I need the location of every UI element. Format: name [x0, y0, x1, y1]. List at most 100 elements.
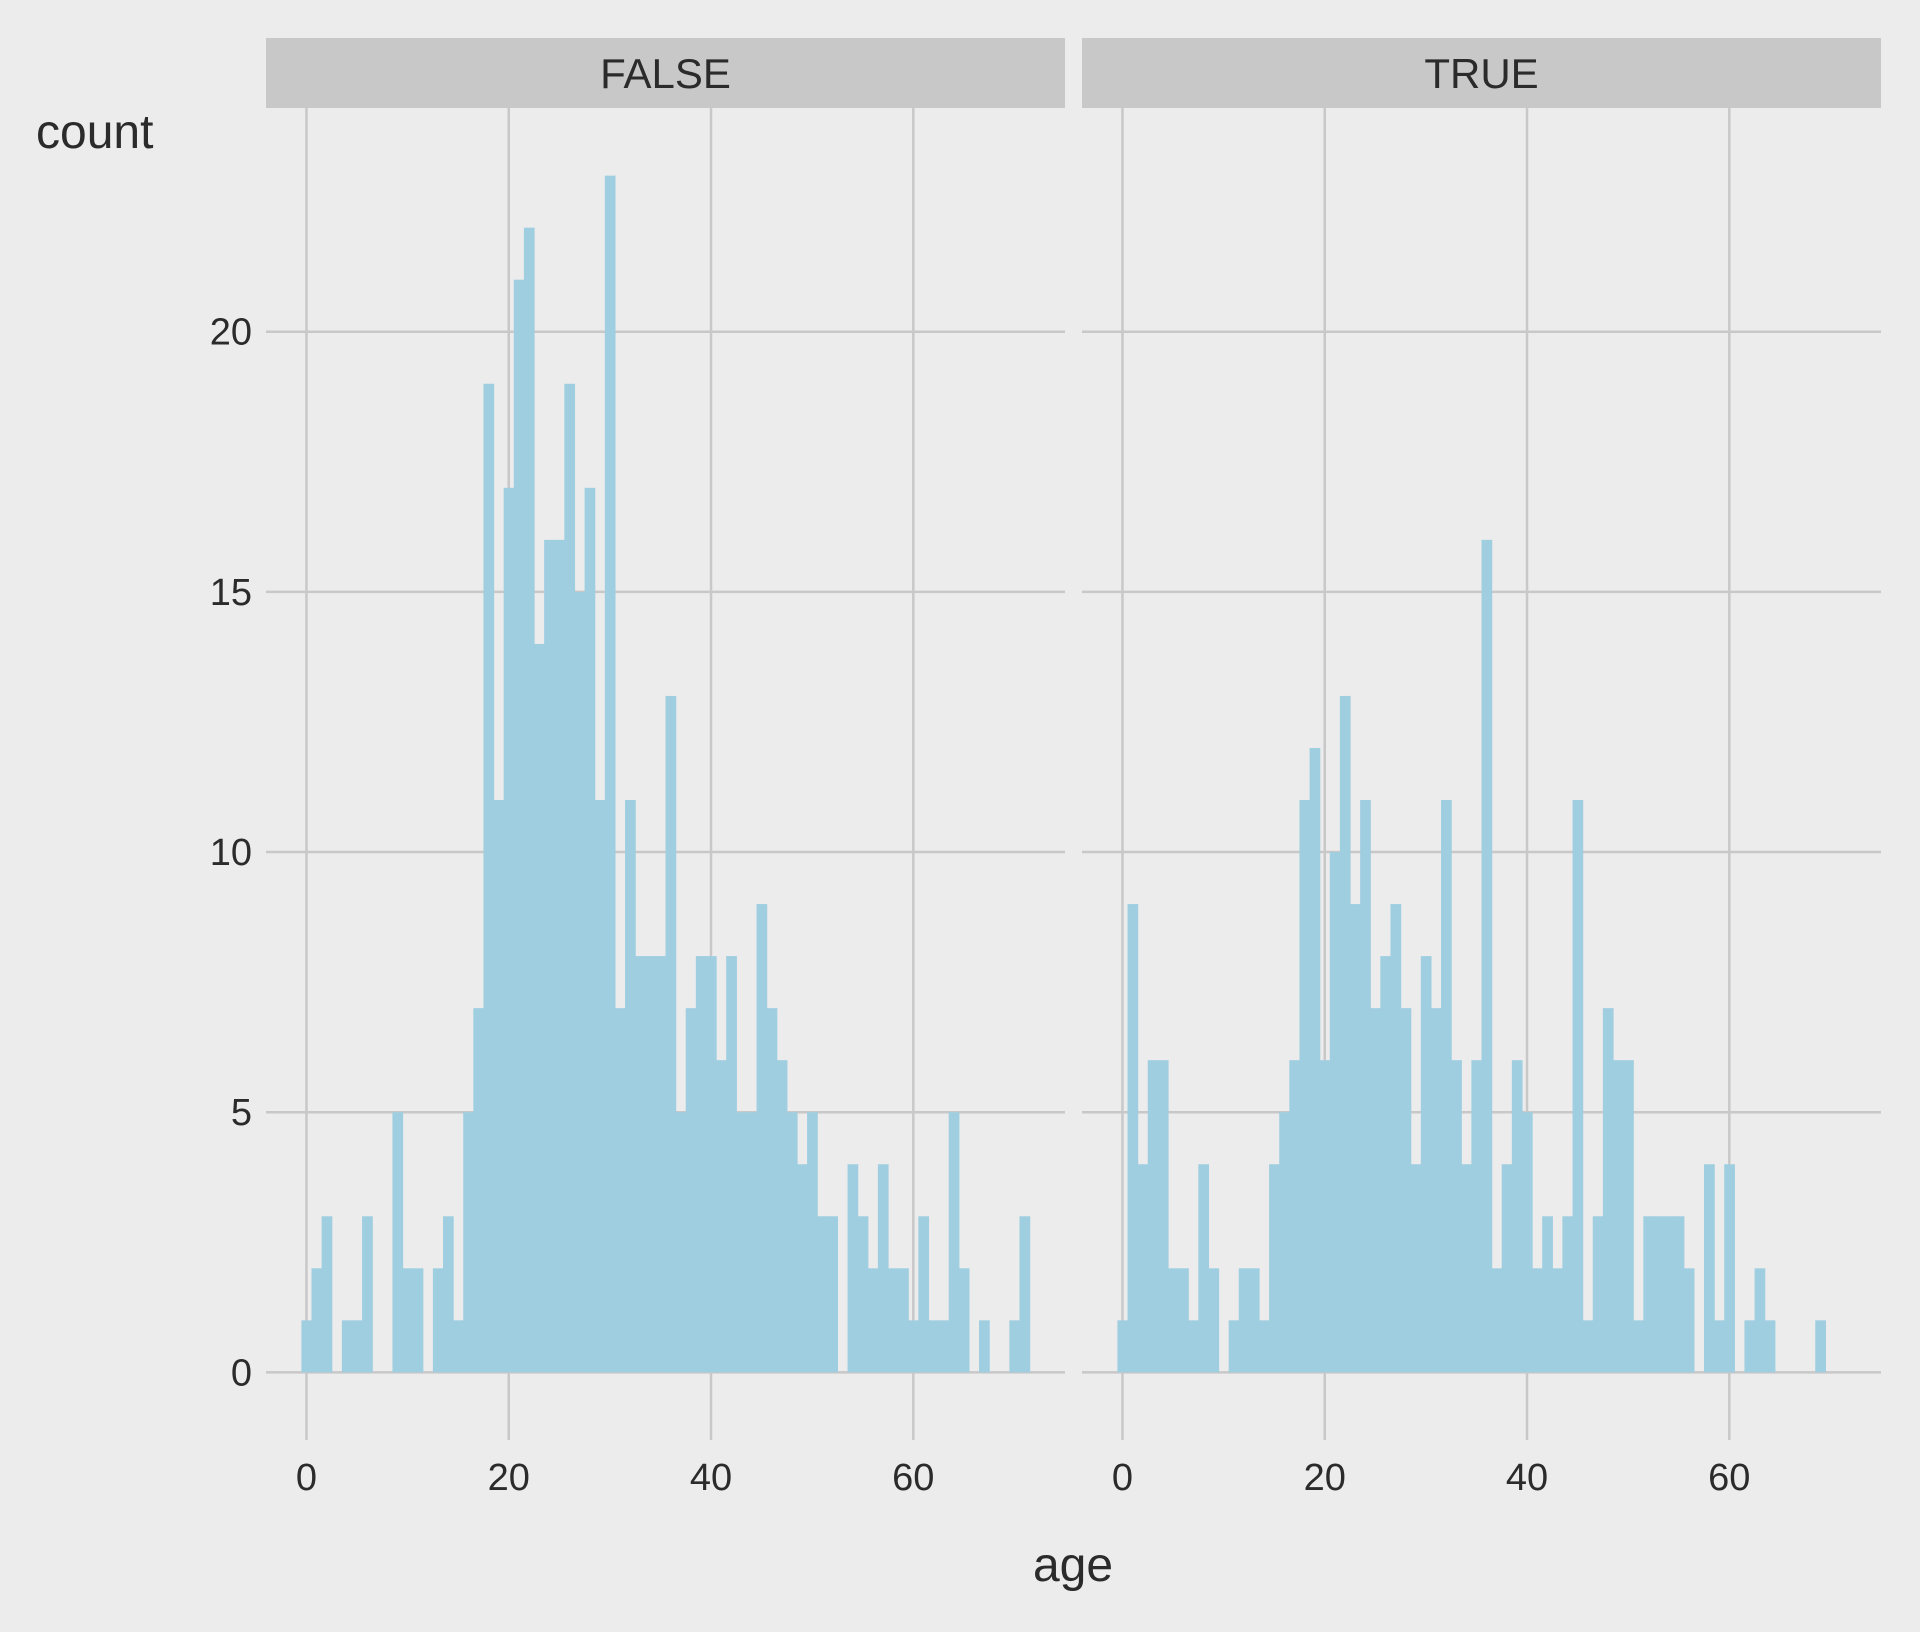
histogram-bar [695, 956, 707, 1373]
histogram-bar [756, 904, 768, 1373]
histogram-bar [1501, 1164, 1513, 1373]
histogram-bar [1390, 904, 1402, 1373]
histogram-bar [1572, 800, 1584, 1373]
histogram-bar [1329, 852, 1341, 1373]
histogram-bar [1461, 1164, 1472, 1373]
histogram-bar [685, 1008, 697, 1373]
x-tick-label: 20 [1304, 1457, 1346, 1499]
histogram-bar [1137, 1164, 1149, 1373]
histogram-bar [746, 1112, 758, 1373]
histogram-bar [1542, 1216, 1553, 1373]
x-axis-title: age [1033, 1539, 1113, 1592]
x-tick-label: 20 [488, 1457, 530, 1499]
histogram-bar [1441, 800, 1452, 1373]
histogram-bar [604, 175, 616, 1373]
histogram-bar [1279, 1112, 1290, 1373]
histogram-bar [918, 1216, 930, 1373]
histogram-bar [1289, 1060, 1301, 1373]
histogram-bar [1582, 1320, 1594, 1373]
histogram-bar [1511, 1060, 1523, 1373]
histogram-bar [614, 1008, 626, 1373]
histogram-bar [645, 956, 656, 1373]
histogram-bar [1117, 1320, 1129, 1373]
histogram-bar [1663, 1216, 1675, 1373]
histogram-bar [1623, 1060, 1634, 1373]
histogram-bar [1633, 1320, 1644, 1373]
histogram-bar [402, 1268, 414, 1373]
histogram-bar [1258, 1320, 1270, 1373]
histogram-bar [351, 1320, 363, 1373]
histogram-bar [625, 800, 636, 1373]
histogram-bar [1481, 539, 1493, 1373]
y-tick-label: 5 [231, 1092, 252, 1134]
histogram-bar [1157, 1060, 1169, 1373]
histogram-bar [675, 1112, 687, 1373]
histogram-bar [1380, 956, 1392, 1373]
histogram-bar [807, 1112, 818, 1373]
histogram-bar [1653, 1216, 1665, 1373]
histogram-bar [1410, 1164, 1422, 1373]
histogram-bar [817, 1216, 828, 1373]
histogram-bar [1228, 1320, 1240, 1373]
histogram-bar [1612, 1060, 1624, 1373]
histogram-bar [796, 1164, 808, 1373]
histogram-bar [1521, 1112, 1533, 1373]
histogram-bar [534, 643, 545, 1373]
histogram-bar [1309, 747, 1321, 1373]
y-tick-label: 10 [210, 832, 252, 874]
histogram-bar [311, 1268, 323, 1373]
histogram-bar [888, 1268, 899, 1373]
histogram-bar [1451, 1060, 1462, 1373]
histogram-bar [503, 487, 515, 1373]
x-tick-label: 40 [690, 1457, 732, 1499]
facet-strip-label: FALSE [600, 50, 731, 97]
histogram-bar [857, 1216, 869, 1373]
histogram-bar [1491, 1268, 1503, 1373]
histogram-bar [412, 1268, 424, 1373]
histogram-bar [1724, 1164, 1735, 1373]
histogram-bar [453, 1320, 464, 1373]
histogram-bar [574, 591, 586, 1373]
histogram-bar [958, 1268, 970, 1373]
histogram-bar [1754, 1268, 1766, 1373]
histogram-bar [1714, 1320, 1725, 1373]
histogram-bar [1673, 1216, 1685, 1373]
x-tick-label: 60 [892, 1457, 934, 1499]
x-tick-label: 0 [296, 1457, 317, 1499]
x-tick-label: 40 [1506, 1457, 1548, 1499]
histogram-bar [1360, 800, 1371, 1373]
histogram-bar [635, 956, 646, 1373]
histogram-bar [341, 1320, 353, 1373]
histogram-bar [1188, 1320, 1199, 1373]
histogram-bar [1592, 1216, 1604, 1373]
histogram-bar [362, 1216, 373, 1373]
y-tick-label: 20 [210, 312, 252, 354]
histogram-bar [1602, 1008, 1614, 1373]
facet-panels: FALSE 0 20 40 60 TRUE 0 20 40 60 0 5 10 15 20 [210, 38, 1881, 1499]
histogram-bar [463, 1112, 474, 1373]
histogram-bar [1471, 1060, 1483, 1373]
histogram-bar [483, 383, 495, 1373]
histogram-bar [1815, 1320, 1826, 1373]
facet-strip [266, 38, 1065, 108]
histogram-bar [1562, 1216, 1574, 1373]
histogram-bar [1319, 1060, 1331, 1373]
histogram-bar [877, 1164, 889, 1373]
histogram-bar [827, 1216, 839, 1373]
histogram-bar [1643, 1216, 1655, 1373]
histogram-bar [1683, 1268, 1695, 1373]
histogram-bar [473, 1008, 485, 1373]
histogram-bar [554, 539, 565, 1373]
histogram-bar [847, 1164, 859, 1373]
histogram-bar [584, 487, 596, 1373]
histogram-bar [442, 1216, 454, 1373]
histogram-bar [908, 1320, 919, 1373]
histogram-bar [564, 383, 576, 1373]
histogram-bar [867, 1268, 879, 1373]
histogram-bar [928, 1320, 940, 1373]
histogram-bar [594, 800, 606, 1373]
histogram-bar [1019, 1216, 1031, 1373]
histogram-bar [432, 1268, 444, 1373]
histogram-bar [392, 1112, 404, 1373]
histogram-bar [523, 227, 535, 1373]
